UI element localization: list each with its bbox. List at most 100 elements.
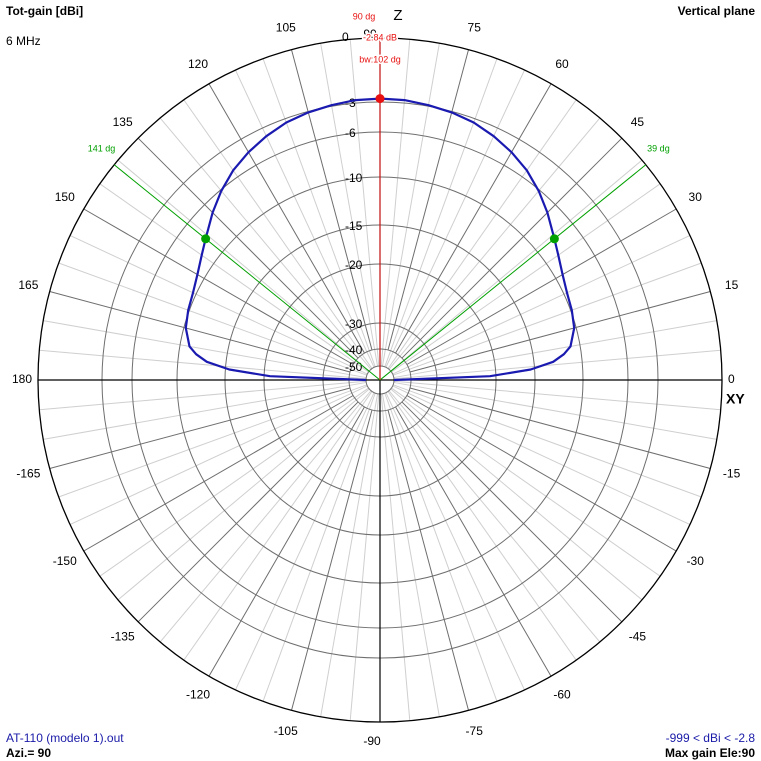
radial-gridline-major bbox=[208, 83, 365, 354]
angle-tick-label: -150 bbox=[53, 554, 77, 568]
radial-gridline-minor bbox=[387, 391, 577, 661]
radial-gridline-major bbox=[387, 49, 469, 351]
radial-gridline-major bbox=[401, 401, 623, 623]
radial-gridline-major bbox=[291, 49, 373, 351]
angle-tick-label: 60 bbox=[555, 57, 569, 71]
radial-gridline-minor bbox=[393, 320, 717, 379]
radial-gridline-minor bbox=[99, 387, 369, 577]
gain-ring-label: -20 bbox=[345, 258, 363, 272]
radial-gridline-major bbox=[409, 387, 711, 469]
beamwidth-value-label: bw:102 dg bbox=[359, 54, 401, 64]
radial-gridline-minor bbox=[39, 380, 367, 411]
gain-ring-label: 0 bbox=[342, 30, 349, 44]
horizontal-axis-name: XY bbox=[726, 391, 745, 407]
radial-gridline-minor bbox=[235, 392, 375, 691]
radial-gridline-minor bbox=[39, 349, 367, 380]
radial-gridline-minor bbox=[159, 390, 372, 643]
radial-gridline-minor bbox=[388, 390, 601, 643]
angle-tick-label: -105 bbox=[274, 724, 298, 738]
radial-gridline-minor bbox=[117, 388, 370, 601]
gain-range-label: -999 < dBi < -2.8 bbox=[665, 731, 755, 745]
angle-tick-label: 45 bbox=[631, 115, 645, 129]
radial-gridline-minor bbox=[393, 349, 721, 380]
gain-ring-label: -50 bbox=[345, 360, 363, 374]
gain-ring-label: -10 bbox=[345, 171, 363, 185]
radial-gridline-major bbox=[291, 409, 373, 711]
radial-gridline-minor bbox=[393, 380, 721, 411]
max-gain-value-label: -2.84 dB bbox=[363, 32, 397, 42]
angle-tick-label: -75 bbox=[466, 724, 484, 738]
angle-tick-label: 15 bbox=[725, 278, 739, 292]
radial-gridline-major bbox=[137, 401, 359, 623]
radial-gridline-major bbox=[83, 208, 354, 365]
radial-gridline-minor bbox=[392, 385, 691, 525]
radial-gridline-minor bbox=[392, 384, 702, 498]
angle-tick-label: -135 bbox=[111, 630, 135, 644]
radial-gridline-minor bbox=[384, 58, 498, 368]
radial-gridline-major bbox=[409, 291, 711, 373]
angle-tick-label: 120 bbox=[188, 57, 208, 71]
angle-tick-label: 150 bbox=[55, 190, 75, 204]
radial-gridline-major bbox=[395, 406, 552, 677]
angle-tick-label: 165 bbox=[18, 278, 38, 292]
angle-tick-label: 180 bbox=[12, 372, 32, 386]
radial-gridline-minor bbox=[349, 393, 380, 721]
angle-tick-label: 135 bbox=[113, 115, 133, 129]
radial-gridline-major bbox=[208, 406, 365, 677]
angle-tick-label: -15 bbox=[723, 466, 741, 480]
radial-gridline-minor bbox=[381, 43, 440, 367]
beamwidth-point bbox=[549, 234, 559, 244]
chart-title: Tot-gain [dBi] bbox=[6, 4, 84, 18]
max-gain-label: Max gain Ele:90 bbox=[664, 746, 755, 760]
beamwidth-label: 39 dg bbox=[647, 143, 670, 153]
beamwidth-line bbox=[113, 164, 381, 381]
radial-gridline-minor bbox=[392, 235, 691, 375]
radial-gridline-minor bbox=[391, 387, 661, 577]
radial-gridline-minor bbox=[183, 99, 373, 369]
angle-tick-label: -120 bbox=[186, 687, 210, 701]
angle-tick-label: -60 bbox=[553, 687, 571, 701]
max-gain-point bbox=[375, 94, 385, 104]
radial-gridline-minor bbox=[349, 39, 380, 367]
beamwidth-label: 141 dg bbox=[88, 143, 116, 153]
angle-tick-label: -45 bbox=[629, 630, 647, 644]
radial-gridline-major bbox=[137, 137, 359, 359]
radial-gridline-minor bbox=[320, 393, 379, 717]
radial-gridline-major bbox=[49, 291, 351, 373]
angle-tick-label: 75 bbox=[468, 21, 482, 35]
radial-gridline-minor bbox=[381, 393, 440, 717]
max-gain-angle-label: 90 dg bbox=[353, 11, 376, 21]
gain-ring-label: -6 bbox=[345, 126, 356, 140]
radial-gridline-minor bbox=[69, 235, 368, 375]
angle-tick-label: 90 bbox=[363, 27, 377, 41]
radial-gridline-major bbox=[387, 409, 469, 711]
radial-gridline-minor bbox=[393, 381, 717, 440]
radial-gridline-minor bbox=[262, 58, 376, 368]
radial-gridline-minor bbox=[69, 385, 368, 525]
radial-gridline-minor bbox=[262, 392, 376, 702]
radial-gridline-major bbox=[406, 395, 677, 552]
gain-ring-label: -3 bbox=[345, 96, 356, 110]
radial-gridline-major bbox=[395, 83, 552, 354]
radial-gridline-major bbox=[406, 208, 677, 365]
radial-gridline-minor bbox=[58, 384, 368, 498]
radial-gridline-major bbox=[49, 387, 351, 469]
radial-gridline-minor bbox=[390, 388, 643, 601]
radial-gridline-minor bbox=[117, 159, 370, 372]
radial-gridline-minor bbox=[183, 391, 373, 661]
gain-ring-label: -40 bbox=[345, 343, 363, 357]
radial-gridline-minor bbox=[43, 320, 367, 379]
radial-gridline-minor bbox=[385, 69, 525, 368]
gain-ring-label: -30 bbox=[345, 317, 363, 331]
radial-gridline-minor bbox=[387, 99, 577, 369]
angle-tick-label: -30 bbox=[687, 554, 705, 568]
radial-gridline-minor bbox=[235, 69, 375, 368]
radial-gridline-minor bbox=[380, 39, 411, 367]
radial-gridline-minor bbox=[58, 262, 368, 376]
radial-gridline-minor bbox=[388, 117, 601, 370]
radial-gridline-minor bbox=[380, 393, 411, 721]
vertical-axis-name: Z bbox=[393, 7, 402, 24]
azimuth-label: Azi.= 90 bbox=[6, 746, 52, 760]
radial-gridline-minor bbox=[390, 159, 643, 372]
gain-ring-label: -15 bbox=[345, 219, 363, 233]
